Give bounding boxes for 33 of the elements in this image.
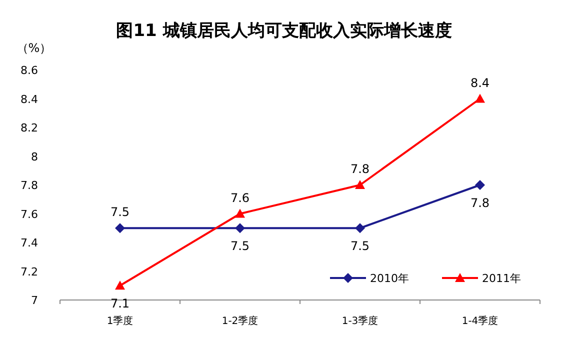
y-tick-label: 8.2 (20, 122, 38, 134)
y-tick-label: 8.4 (20, 92, 38, 106)
point (115, 280, 125, 290)
x-tick-label: 1-3季度 (342, 315, 378, 327)
y-tick-label: 7 (31, 294, 38, 307)
data-label: 8.4 (470, 76, 490, 90)
point (475, 94, 485, 103)
y-tick-label: 8.6 (20, 64, 38, 77)
point (355, 223, 365, 234)
data-label: 7.5 (110, 205, 130, 220)
data-label: 7.5 (230, 239, 250, 254)
y-tick-label: 8 (31, 150, 38, 164)
y-tick-label: 7.4 (20, 236, 38, 250)
x-tick-label: 1-4季度 (462, 315, 498, 327)
point (115, 223, 125, 234)
point (235, 223, 245, 234)
x-tick-label: 1-2季度 (222, 315, 258, 327)
y-tick-label: 7.6 (20, 208, 38, 221)
x-tick-label: 1季度 (106, 315, 134, 327)
y-axis-title: （%） (16, 41, 52, 55)
chart-title: 图11 城镇居民人均可支配收入实际增长速度 (116, 21, 452, 41)
point (475, 180, 485, 190)
legend-label: 2011年 (482, 272, 521, 285)
point (355, 180, 365, 189)
data-label: 7.8 (350, 162, 370, 176)
data-label: 7.1 (110, 296, 130, 311)
y-tick-label: 7.2 (20, 265, 38, 278)
y-tick-label: 7.8 (20, 179, 38, 192)
legend-label: 2010年 (370, 272, 409, 285)
data-label: 7.8 (470, 196, 490, 210)
data-label: 7.5 (350, 239, 370, 254)
data-label: 7.6 (230, 190, 250, 205)
point (235, 208, 245, 218)
